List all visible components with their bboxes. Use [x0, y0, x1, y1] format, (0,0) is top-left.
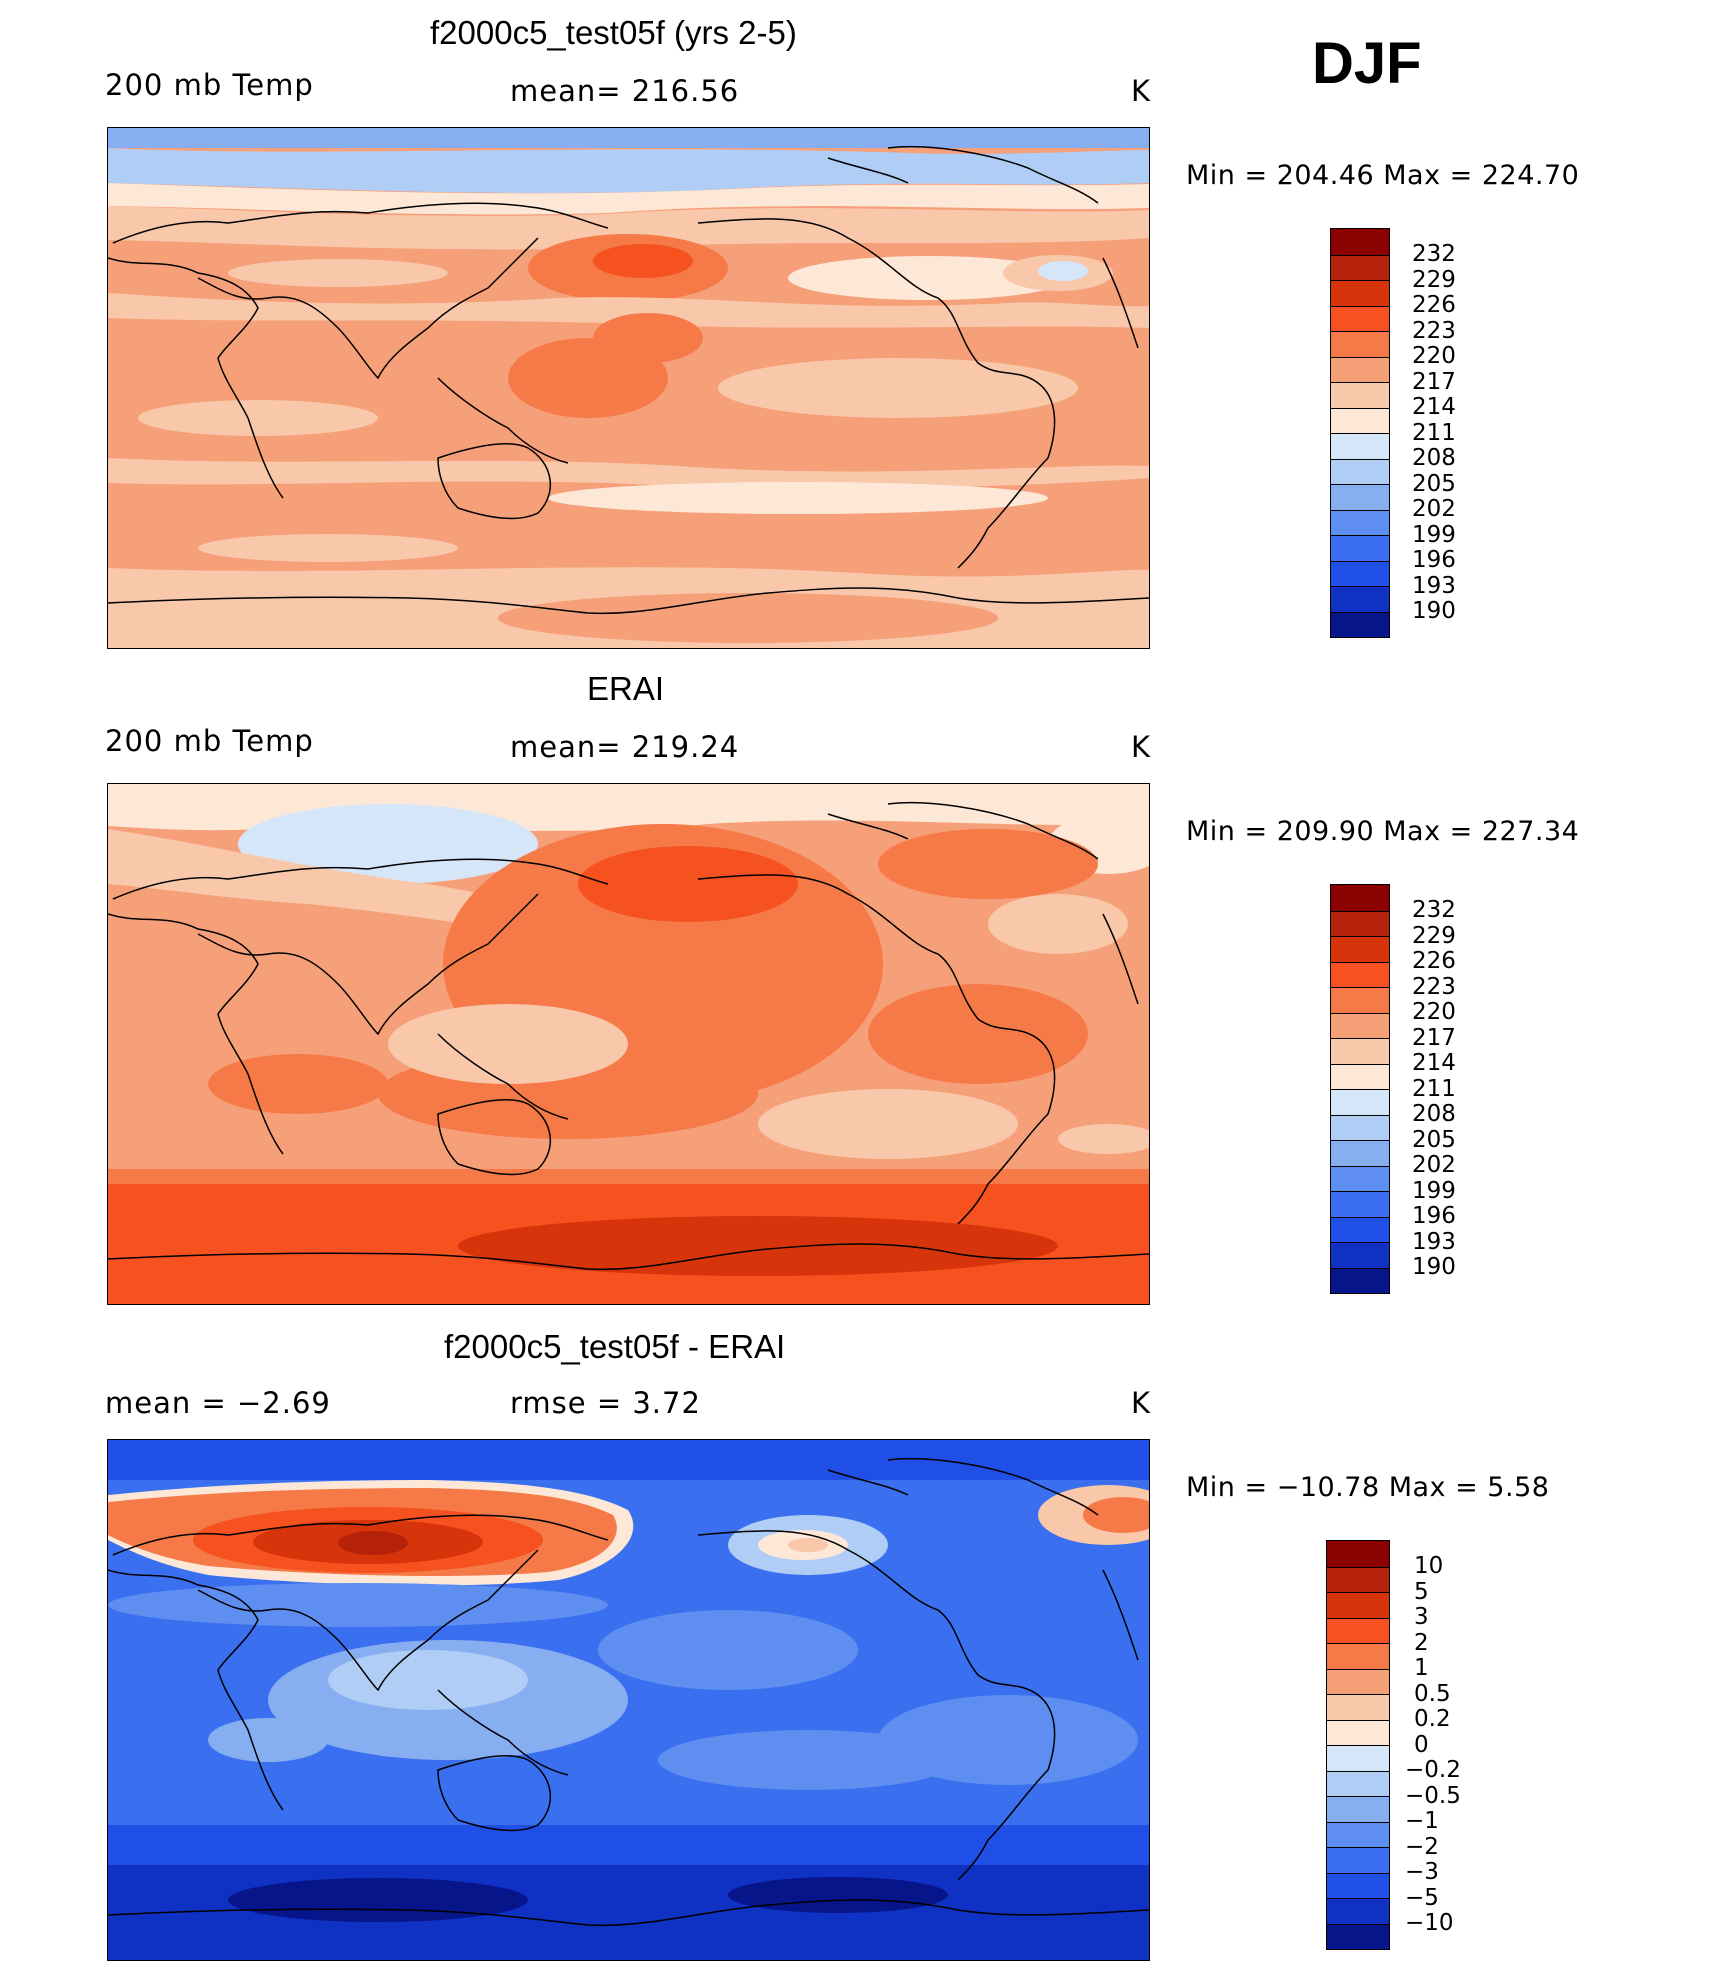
panel2-unit-label: K: [1131, 730, 1152, 764]
colorbar-label: 205: [1412, 471, 1456, 497]
panel3-contour-field: [108, 1440, 1149, 1960]
panel1-map: [107, 127, 1150, 649]
panel2-colorbar: [1330, 884, 1390, 1294]
colorbar-label: 202: [1412, 1152, 1456, 1178]
colorbar-label: 190: [1412, 598, 1456, 624]
colorbar-label: 226: [1412, 948, 1456, 974]
colorbar-label: 214: [1412, 394, 1456, 420]
colorbar-label: −2: [1405, 1834, 1439, 1860]
colorbar-label: 223: [1412, 974, 1456, 1000]
panel3-minmax: Min = −10.78 Max = 5.58: [1186, 1472, 1550, 1503]
panel1-colorbar: [1330, 228, 1390, 638]
panel2-minmax: Min = 209.90 Max = 227.34: [1186, 816, 1580, 847]
colorbar-label: 208: [1412, 1101, 1456, 1127]
colorbar-label: 5: [1414, 1579, 1429, 1605]
colorbar-label: 196: [1412, 1203, 1456, 1229]
colorbar-label: 217: [1412, 369, 1456, 395]
panel1-minmax: Min = 204.46 Max = 224.70: [1186, 160, 1580, 191]
panel3-title: f2000c5_test05f - ERAI: [444, 1328, 786, 1365]
colorbar-label: 10: [1414, 1553, 1444, 1579]
colorbar-label: 220: [1412, 999, 1456, 1025]
colorbar-label: −0.5: [1405, 1783, 1461, 1809]
colorbar-label: 226: [1412, 292, 1456, 318]
panel1-unit-label: K: [1131, 74, 1152, 108]
colorbar-label: 229: [1412, 923, 1456, 949]
colorbar-label: −0.2: [1405, 1757, 1461, 1783]
colorbar-label: 196: [1412, 547, 1456, 573]
colorbar-label: 223: [1412, 318, 1456, 344]
colorbar-label: 193: [1412, 573, 1456, 599]
colorbar-label: −3: [1405, 1859, 1439, 1885]
panel1-contour-field: [108, 128, 1149, 648]
colorbar-label: −1: [1405, 1808, 1439, 1834]
colorbar-label: 214: [1412, 1050, 1456, 1076]
panel1-coastlines: [108, 145, 1149, 615]
colorbar-label: 211: [1412, 1076, 1456, 1102]
colorbar-label: 211: [1412, 420, 1456, 446]
panel3-unit-label: K: [1131, 1386, 1152, 1420]
colorbar-label: 0.2: [1414, 1706, 1451, 1732]
colorbar-label: 229: [1412, 267, 1456, 293]
panel2-contour-field: [108, 784, 1149, 1304]
colorbar-label: 202: [1412, 496, 1456, 522]
panel1-mean-label: mean= 216.56: [510, 74, 740, 108]
panel2-title: ERAI: [587, 670, 665, 707]
colorbar-label: 232: [1412, 241, 1456, 267]
colorbar-label: 232: [1412, 897, 1456, 923]
panel3-rmse-label: rmse = 3.72: [510, 1386, 701, 1420]
colorbar-label: 199: [1412, 522, 1456, 548]
colorbar-label: 2: [1414, 1630, 1429, 1656]
panel2-coastlines: [108, 801, 1149, 1271]
panel3-mean-label: mean = −2.69: [105, 1386, 331, 1420]
colorbar-label: 205: [1412, 1127, 1456, 1153]
panel3-map: [107, 1439, 1150, 1961]
colorbar-label: 208: [1412, 445, 1456, 471]
colorbar-label: 220: [1412, 343, 1456, 369]
season-label: DJF: [1312, 31, 1422, 96]
panel2-mean-label: mean= 219.24: [510, 730, 740, 764]
colorbar-label: −5: [1405, 1885, 1439, 1911]
panel1-title: f2000c5_test05f (yrs 2-5): [430, 14, 797, 51]
colorbar-label: 3: [1414, 1604, 1429, 1630]
colorbar-label: 0.5: [1414, 1681, 1451, 1707]
colorbar-label: 199: [1412, 1178, 1456, 1204]
colorbar-label: −10: [1405, 1910, 1454, 1936]
colorbar-label: 1: [1414, 1655, 1429, 1681]
colorbar-label: 193: [1412, 1229, 1456, 1255]
colorbar-label: 0: [1414, 1732, 1429, 1758]
colorbar-label: 190: [1412, 1254, 1456, 1280]
panel2-map: [107, 783, 1150, 1305]
panel2-variable-label: 200 mb Temp: [105, 724, 314, 758]
panel3-coastlines: [108, 1457, 1149, 1927]
colorbar-label: 217: [1412, 1025, 1456, 1051]
panel3-colorbar: [1326, 1540, 1390, 1950]
panel1-variable-label: 200 mb Temp: [105, 68, 314, 102]
